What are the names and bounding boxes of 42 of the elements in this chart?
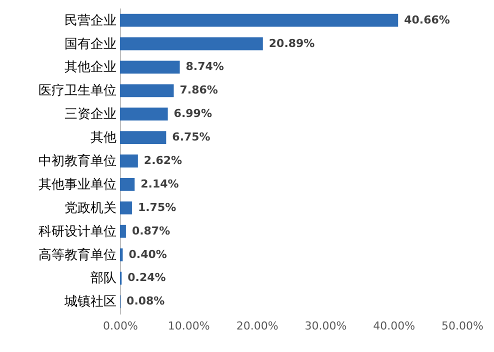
x-tick-label: 40.00%: [373, 320, 416, 332]
y-tick-label: 民营企业: [64, 13, 116, 28]
data-label: 20.89%: [268, 36, 315, 50]
bar: [120, 178, 135, 191]
data-label: 0.87%: [132, 224, 170, 238]
x-tick-label: 0.00%: [103, 320, 138, 332]
x-tick-label: 30.00%: [304, 320, 347, 332]
data-label: 6.99%: [174, 107, 212, 120]
y-tick-label: 科研设计单位: [38, 224, 116, 240]
y-tick-label: 高等教育单位: [38, 246, 116, 263]
y-tick-label: 国有企业: [64, 36, 116, 52]
data-label: 6.75%: [172, 130, 210, 144]
bar: [120, 108, 168, 121]
x-tick-label: 20.00%: [236, 320, 278, 332]
bar: [120, 84, 174, 98]
data-label: 2.14%: [140, 177, 179, 190]
y-tick-label: 医疗卫生单位: [38, 84, 116, 99]
data-label: 0.40%: [128, 248, 167, 261]
y-tick-label: 党政机关: [64, 200, 116, 216]
data-label: 8.74%: [186, 60, 224, 74]
data-label: 1.75%: [138, 200, 176, 214]
x-tick-label: 50.00%: [442, 320, 484, 332]
bar: [120, 14, 398, 27]
y-tick-label: 部队: [90, 271, 116, 286]
y-tick-label: 城镇社区: [64, 294, 116, 310]
bar: [120, 60, 180, 74]
y-tick-label: 中初教育单位: [38, 153, 116, 169]
data-label: 7.86%: [180, 84, 218, 97]
data-label: 0.24%: [128, 271, 166, 284]
bar: [120, 37, 263, 50]
y-tick-label: 三资企业: [64, 107, 116, 122]
y-tick-label: 其他企业: [64, 60, 116, 76]
x-tick-label: 10.00%: [168, 320, 210, 332]
y-tick-label: 其他: [90, 130, 116, 146]
bar: [120, 201, 132, 214]
data-label: 40.66%: [404, 13, 450, 26]
bar: [120, 131, 166, 144]
data-label: 0.08%: [126, 294, 165, 308]
y-tick-label: 其他事业单位: [38, 177, 116, 192]
bar: [120, 224, 126, 238]
data-label: 2.62%: [144, 154, 182, 167]
bar: [120, 154, 138, 168]
